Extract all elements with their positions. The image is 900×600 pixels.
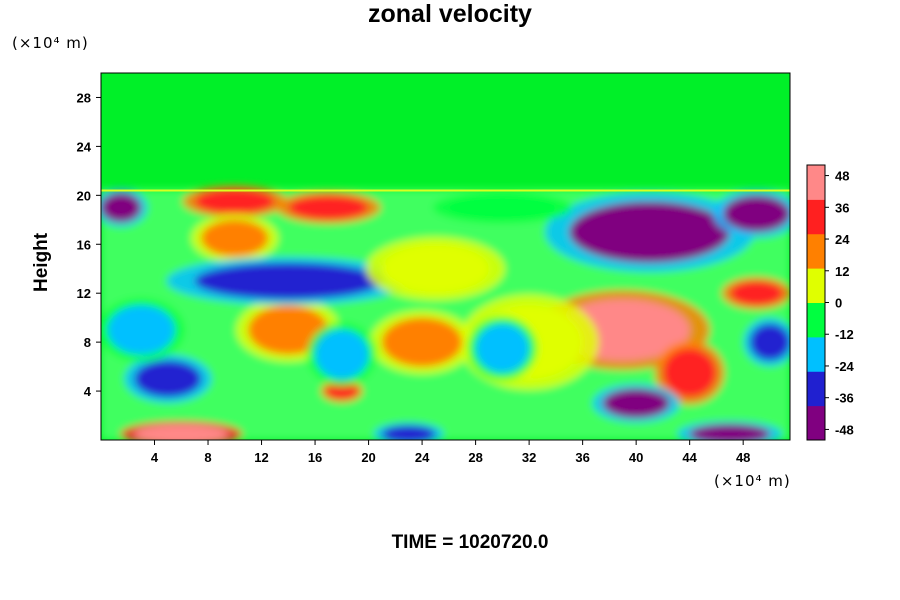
- field-feature: [475, 323, 530, 373]
- field-feature: [662, 348, 717, 398]
- field-feature: [602, 388, 670, 418]
- field-feature: [248, 305, 329, 355]
- field-feature: [749, 323, 790, 361]
- chart-title: zonal velocity: [368, 0, 532, 28]
- field-feature: [569, 201, 730, 263]
- y-tick-label: 28: [77, 90, 91, 105]
- colorbar-swatch: [807, 165, 825, 200]
- colorbar-tick-label: -24: [835, 359, 855, 374]
- field-feature: [729, 280, 784, 306]
- x-tick-label: 16: [308, 450, 322, 465]
- x-axis-ticks: 4 8 12 16 20 24 28 32 36 40 44 48: [151, 440, 750, 465]
- x-tick-label: 44: [682, 450, 697, 465]
- plot-frame: [100, 72, 791, 441]
- colorbar-swatch: [807, 371, 825, 407]
- colorbar-tick-label: -48: [835, 422, 854, 437]
- x-tick-label: 40: [629, 450, 643, 465]
- field-feature: [134, 424, 229, 440]
- colorbar-tick-label: 36: [835, 200, 849, 215]
- colorbar: 48 36 24 12 0 -12 -24 -36 -48: [806, 164, 855, 441]
- y-tick-label: 12: [77, 286, 91, 301]
- y-axis-ticks: 4 8 12 16 20 24 28: [77, 90, 101, 399]
- field-feature: [723, 195, 790, 233]
- field-feature: [134, 360, 202, 398]
- field-feature: [381, 317, 463, 367]
- colorbar-tick-label: -36: [835, 391, 854, 406]
- x-tick-label: 32: [522, 450, 536, 465]
- field-feature: [315, 329, 369, 379]
- field-feature: [194, 189, 275, 214]
- field-blobs: [101, 185, 790, 440]
- x-tick-label: 4: [151, 450, 159, 465]
- field-feature: [381, 244, 489, 294]
- field-feature: [381, 425, 436, 440]
- x-tick-label: 28: [468, 450, 482, 465]
- y-tick-label: 16: [77, 237, 91, 252]
- colorbar-tick-label: -12: [835, 327, 854, 342]
- x-tick-label: 48: [736, 450, 750, 465]
- y-tick-label: 8: [84, 335, 91, 350]
- colorbar-tick-label: 48: [835, 169, 849, 184]
- x-axis-unit: (×10⁴ m): [714, 472, 791, 490]
- plot-area: [101, 73, 790, 440]
- colorbar-swatch: [807, 405, 825, 441]
- field-feature: [101, 192, 142, 223]
- y-tick-label: 20: [77, 188, 91, 203]
- colorbar-tick-label: 0: [835, 296, 842, 311]
- field-feature: [194, 262, 382, 300]
- colorbar-swatch: [807, 233, 825, 269]
- x-tick-label: 12: [254, 450, 268, 465]
- x-tick-label: 36: [575, 450, 589, 465]
- field-feature: [325, 382, 358, 400]
- colorbar-swatch: [807, 268, 825, 303]
- y-tick-label: 4: [84, 384, 92, 399]
- colorbar-tick-label: 12: [835, 264, 849, 279]
- field-feature: [288, 195, 369, 220]
- x-tick-label: 24: [415, 450, 430, 465]
- colorbar-swatch: [807, 336, 825, 372]
- field-feature: [201, 219, 269, 257]
- colorbar-tick-label: 24: [835, 232, 850, 247]
- colorbar-swatch: [807, 302, 825, 338]
- field-feature: [448, 195, 556, 220]
- field-feature: [107, 305, 175, 355]
- x-tick-label: 20: [361, 450, 375, 465]
- x-tick-label: 8: [204, 450, 211, 465]
- time-label: TIME = 1020720.0: [391, 532, 549, 553]
- field-feature: [689, 424, 770, 440]
- colorbar-swatch: [807, 199, 825, 235]
- y-tick-label: 24: [77, 139, 92, 154]
- y-axis-unit: (×10⁴ m): [12, 34, 89, 52]
